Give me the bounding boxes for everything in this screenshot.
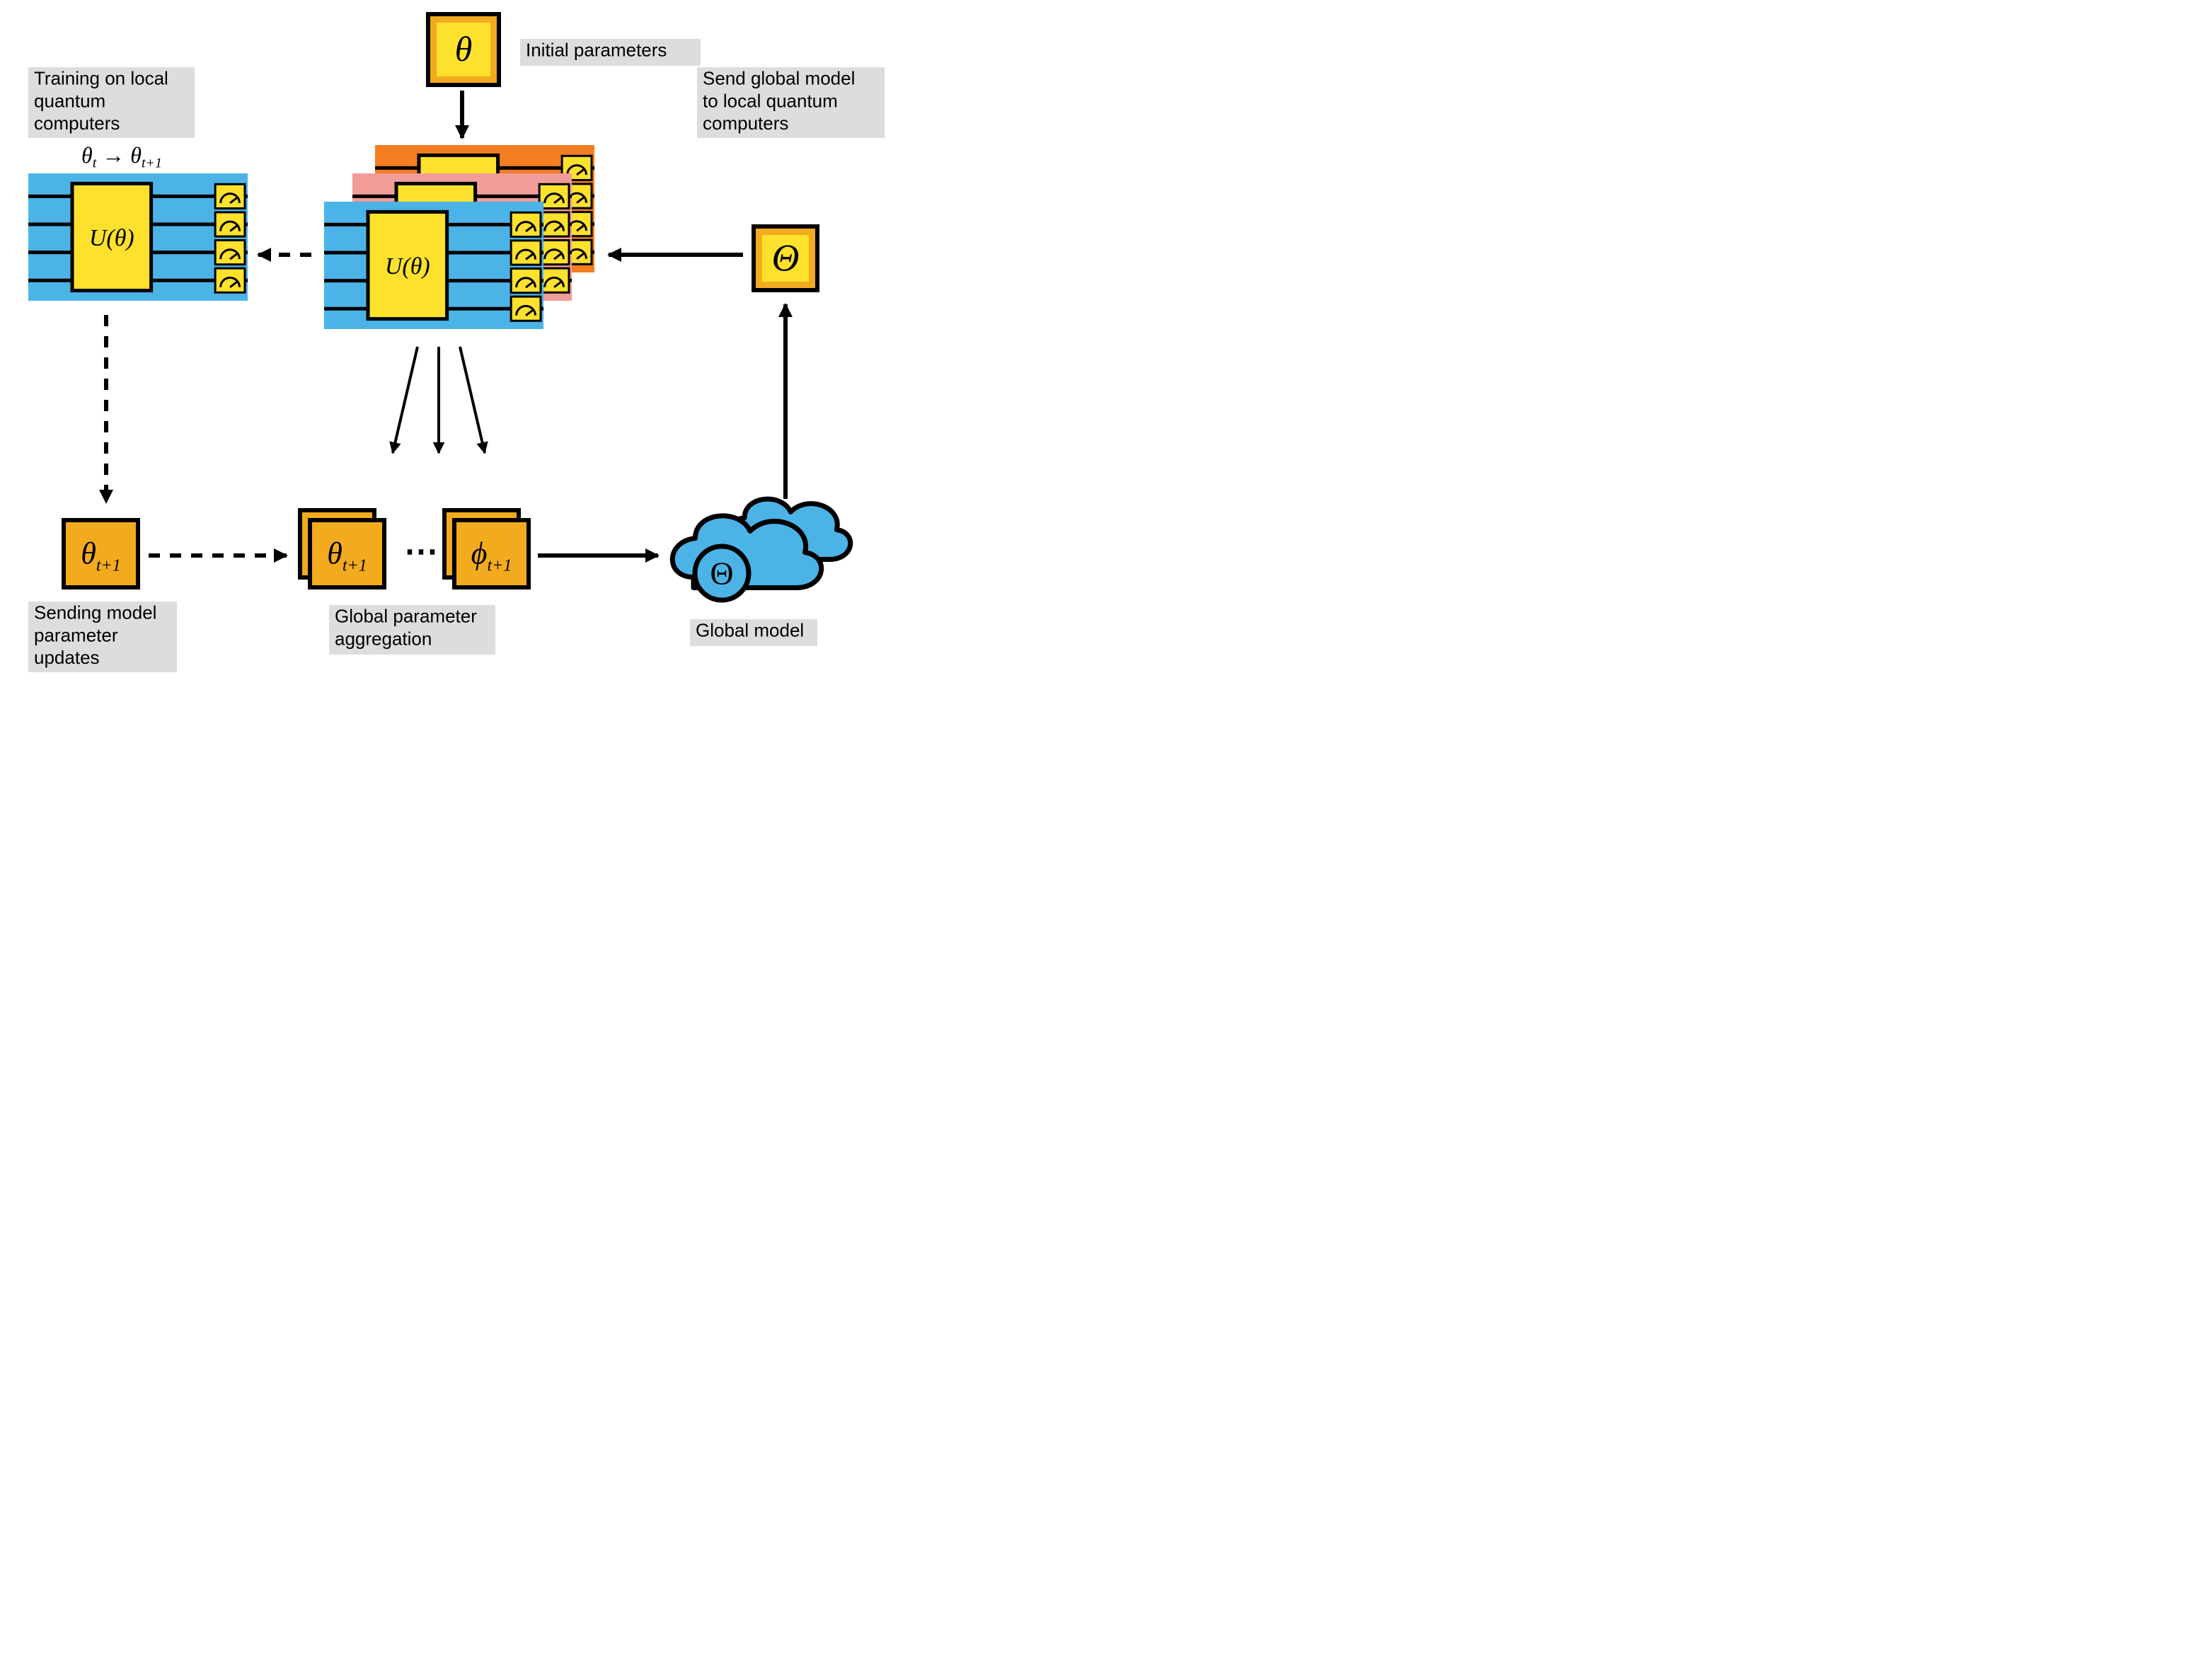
label-text-training_local: computers <box>34 113 120 134</box>
circuit-left: U(θ) <box>28 173 248 301</box>
label-text-sending_updates: Sending model <box>34 602 156 623</box>
label-text-initial_params: Initial parameters <box>526 40 667 61</box>
label-text-send_global: to local quantum <box>703 90 838 111</box>
theta-tp1-mid: θt+1 <box>300 510 384 587</box>
circuit-front-gate-label: U(θ) <box>385 253 430 280</box>
label-text-send_global: computers <box>703 113 788 134</box>
label-text-send_global: Send global model <box>703 68 855 89</box>
cloud-theta-label: Θ <box>710 556 733 592</box>
theta-box: θ <box>428 14 499 85</box>
ellipsis: ⋯ <box>404 533 438 570</box>
label-text-sending_updates: parameter <box>34 624 118 645</box>
theta-box-label: θ <box>455 29 473 69</box>
big-theta-box: Θ <box>754 226 817 290</box>
big-theta-box-label: Θ <box>772 236 800 279</box>
theta-tp1-left: θt+1 <box>64 520 138 587</box>
circuit-left-gate-label: U(θ) <box>89 225 134 251</box>
phi-tp1-mid: ϕt+1 <box>444 510 529 587</box>
circuit-front: U(θ) <box>324 202 543 329</box>
label-text-global_aggregation: aggregation <box>335 628 432 649</box>
label-text-training_local: quantum <box>34 90 105 111</box>
label-text-global_model: Global model <box>696 620 804 641</box>
label-text-training_local: Training on local <box>34 68 168 89</box>
label-text-global_aggregation: Global parameter <box>335 606 477 627</box>
label-text-sending_updates: updates <box>34 647 100 668</box>
